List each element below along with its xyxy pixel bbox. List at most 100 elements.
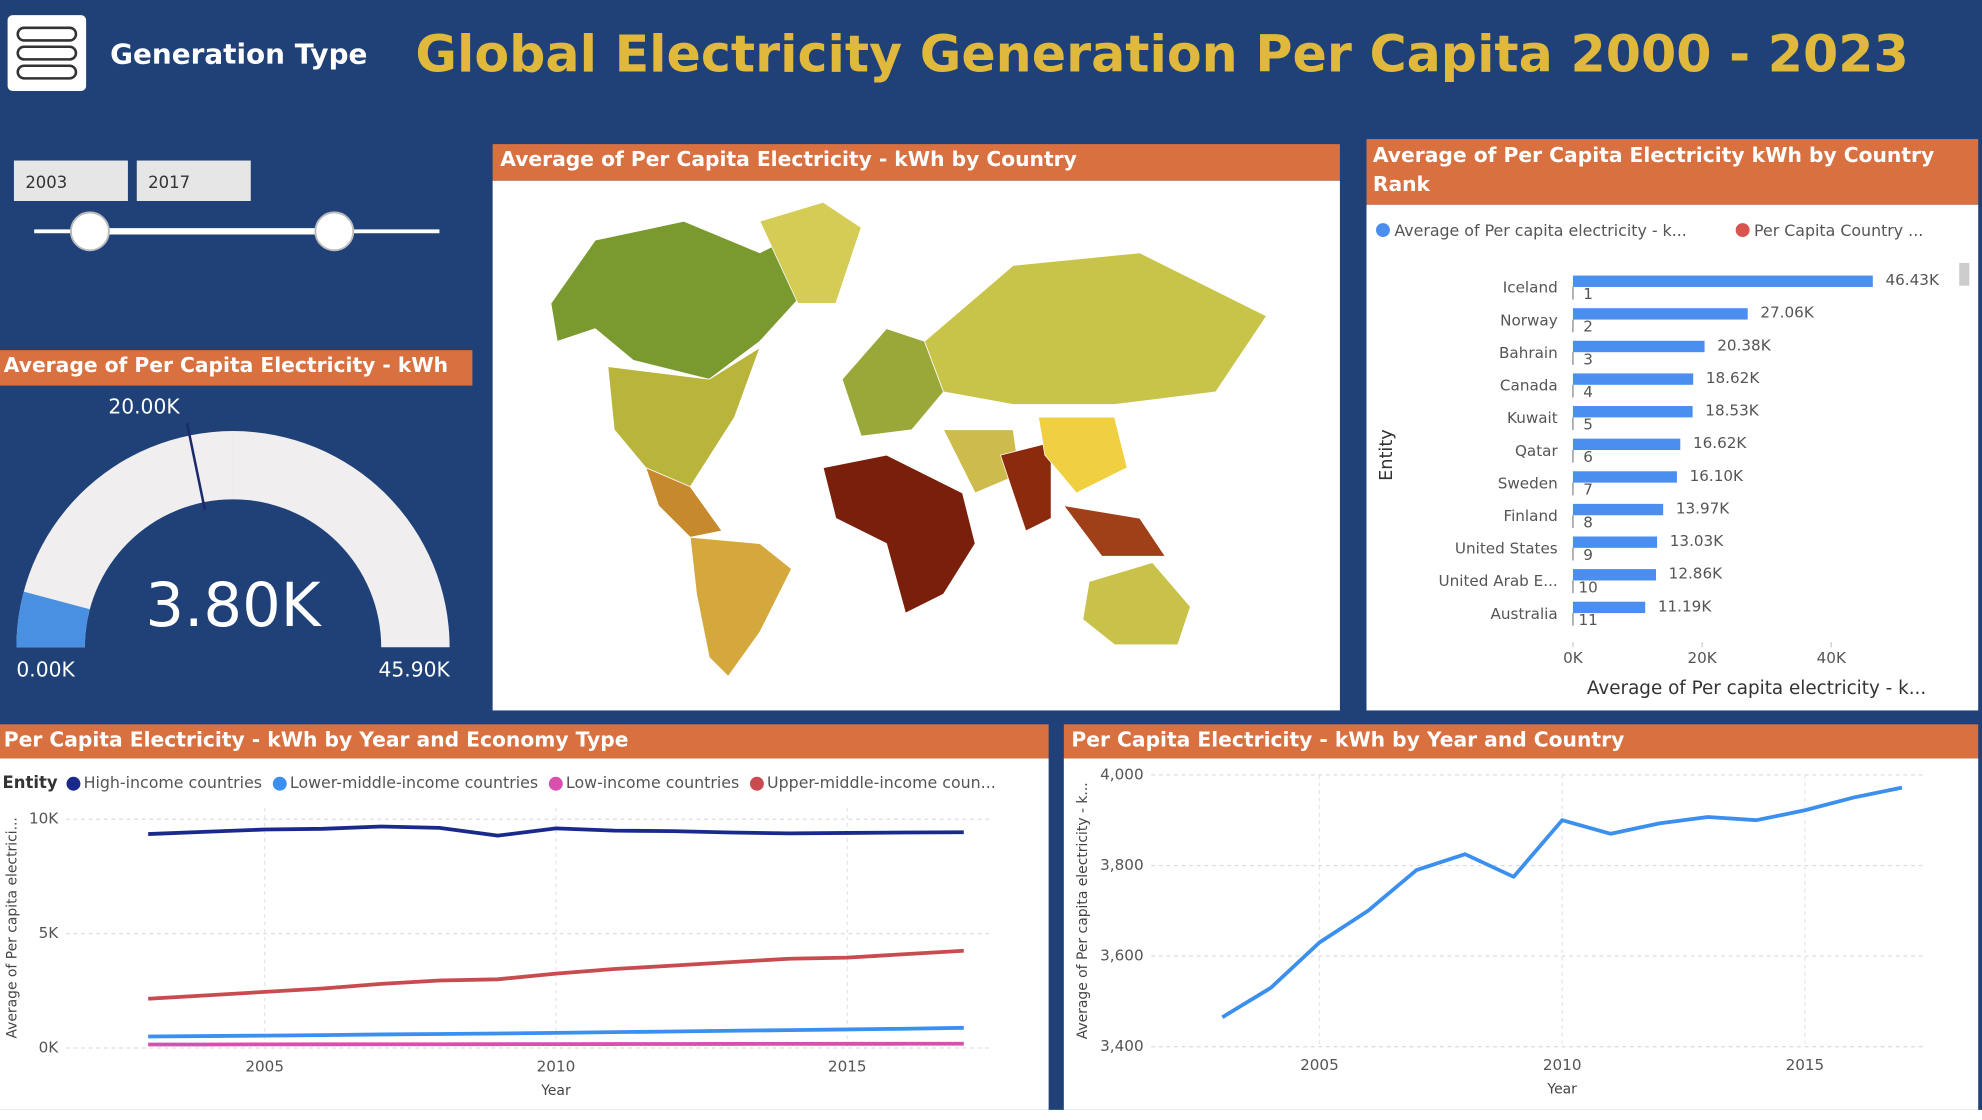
rank-label: 8 bbox=[1583, 513, 1593, 531]
y-tick-label: 10K bbox=[29, 810, 59, 828]
bar bbox=[1572, 471, 1677, 483]
legend-marker bbox=[1735, 223, 1750, 238]
legend-label: Upper-middle-income coun... bbox=[767, 773, 996, 792]
bottom-strip bbox=[0, 1109, 1982, 1120]
category-label: Norway bbox=[1500, 311, 1558, 329]
region bbox=[759, 201, 862, 304]
bar bbox=[1572, 275, 1873, 287]
legend-marker bbox=[66, 776, 81, 791]
rank-label: 7 bbox=[1583, 481, 1593, 499]
y-tick-label: 4,000 bbox=[1100, 765, 1143, 783]
panel-header bbox=[0, 724, 1049, 759]
category-label: Australia bbox=[1491, 605, 1558, 623]
panel-title: Average of Per Capita Electricity kWh by… bbox=[1372, 142, 1935, 196]
y-tick-label: 3,600 bbox=[1100, 947, 1143, 965]
panel-header bbox=[0, 350, 473, 386]
value-label: 18.53K bbox=[1705, 402, 1759, 420]
bar bbox=[1572, 601, 1646, 614]
panel-title-box: Average of Per Capita Electricity kWh by… bbox=[1372, 142, 1935, 196]
slicer-end-box[interactable] bbox=[136, 160, 251, 201]
slider-knob[interactable] bbox=[314, 211, 355, 252]
slicer-start-box[interactable] bbox=[13, 160, 128, 201]
value-label: 11.19K bbox=[1658, 597, 1712, 615]
menu-pill bbox=[16, 45, 78, 61]
slicer-start[interactable]: 2003 bbox=[25, 173, 67, 192]
category-label: Qatar bbox=[1515, 442, 1559, 460]
line-series bbox=[1221, 785, 1903, 1019]
gauge-max-label: 45.90K bbox=[378, 658, 450, 682]
value-label: 16.10K bbox=[1690, 467, 1744, 485]
line-panel bbox=[1063, 758, 1979, 1110]
panel-title: Per Capita Electricity - kWh by Year and… bbox=[1071, 727, 1624, 751]
x-tick-label: 2005 bbox=[1300, 1056, 1339, 1074]
region bbox=[607, 346, 761, 488]
rank-label: 5 bbox=[1583, 416, 1593, 434]
map bbox=[550, 201, 1268, 677]
rank-label: 1 bbox=[1583, 285, 1593, 303]
scrollbar[interactable] bbox=[1959, 262, 1970, 286]
line-series bbox=[148, 948, 964, 1001]
panel-title: Average of Per Capita Electricity - kWh … bbox=[500, 147, 1077, 171]
rank-label: 9 bbox=[1583, 546, 1593, 564]
menu-button[interactable] bbox=[7, 15, 87, 92]
x-tick-label: 2010 bbox=[537, 1057, 576, 1075]
panel-header bbox=[1063, 724, 1979, 759]
bar bbox=[1572, 569, 1656, 581]
x-axis-label: Year bbox=[540, 1083, 571, 1099]
legend-label: Average of Per capita electricity - k... bbox=[1394, 221, 1686, 240]
x-tick-label: 2015 bbox=[828, 1057, 867, 1075]
rank-label: 4 bbox=[1583, 383, 1593, 401]
bar bbox=[1572, 373, 1694, 385]
y-tick-label: 0K bbox=[39, 1038, 60, 1056]
region bbox=[1082, 562, 1191, 646]
rank-label: 3 bbox=[1583, 350, 1593, 368]
gauge-min-label: 0.00K bbox=[16, 658, 75, 682]
x-tick-label: 0K bbox=[1563, 649, 1584, 667]
legend-marker bbox=[272, 776, 287, 791]
value-label: 27.06K bbox=[1760, 304, 1814, 322]
menu-icon[interactable] bbox=[7, 15, 87, 92]
legend-marker bbox=[1376, 223, 1390, 238]
gauge-track bbox=[16, 431, 234, 648]
category-label: United States bbox=[1455, 540, 1558, 558]
value-label: 18.62K bbox=[1706, 369, 1760, 387]
value-label: 46.43K bbox=[1885, 271, 1939, 289]
bar bbox=[1572, 438, 1681, 451]
y-axis-label: Entity bbox=[1377, 429, 1397, 481]
x-tick-label: 2010 bbox=[1543, 1056, 1582, 1074]
gauge-target-label: 20.00K bbox=[108, 394, 180, 418]
category-label: Canada bbox=[1500, 377, 1558, 395]
category-label: Finland bbox=[1503, 507, 1557, 525]
gauge-value bbox=[16, 591, 90, 648]
menu-label[interactable]: Generation Type bbox=[110, 38, 367, 71]
panel-header bbox=[1366, 139, 1979, 205]
region bbox=[1062, 505, 1166, 557]
rank-label: 2 bbox=[1583, 318, 1593, 336]
gauge-value-label: 3.80K bbox=[145, 571, 322, 641]
y-axis-label: Average of Per capita electricity - k... bbox=[1075, 782, 1091, 1039]
category-label: Sweden bbox=[1498, 474, 1558, 492]
slicer-end[interactable]: 2017 bbox=[148, 173, 190, 192]
line-series bbox=[148, 1025, 964, 1039]
category-label: Iceland bbox=[1503, 279, 1558, 297]
category-label: Bahrain bbox=[1499, 344, 1558, 362]
slider-knob[interactable] bbox=[69, 211, 110, 252]
panel-title: Average of Per Capita Electricity - kWh bbox=[4, 353, 448, 377]
bar bbox=[1572, 503, 1664, 516]
category-label: United Arab E... bbox=[1439, 572, 1558, 590]
value-label: 13.03K bbox=[1670, 532, 1724, 550]
region bbox=[645, 467, 723, 538]
x-axis-label: Average of Per capita electricity - k... bbox=[1587, 678, 1926, 699]
y-tick-label: 3,400 bbox=[1100, 1037, 1143, 1055]
panel-header bbox=[492, 144, 1340, 181]
rank-label: 6 bbox=[1583, 448, 1593, 466]
gauge-track bbox=[233, 431, 450, 648]
rank-label: 11 bbox=[1578, 611, 1597, 629]
region bbox=[1038, 416, 1128, 494]
legend-title: Entity bbox=[3, 773, 58, 792]
bar-panel bbox=[1366, 204, 1979, 711]
gauge-target bbox=[185, 422, 207, 511]
x-tick-label: 20K bbox=[1687, 649, 1717, 667]
y-tick-label: 5K bbox=[39, 924, 60, 942]
